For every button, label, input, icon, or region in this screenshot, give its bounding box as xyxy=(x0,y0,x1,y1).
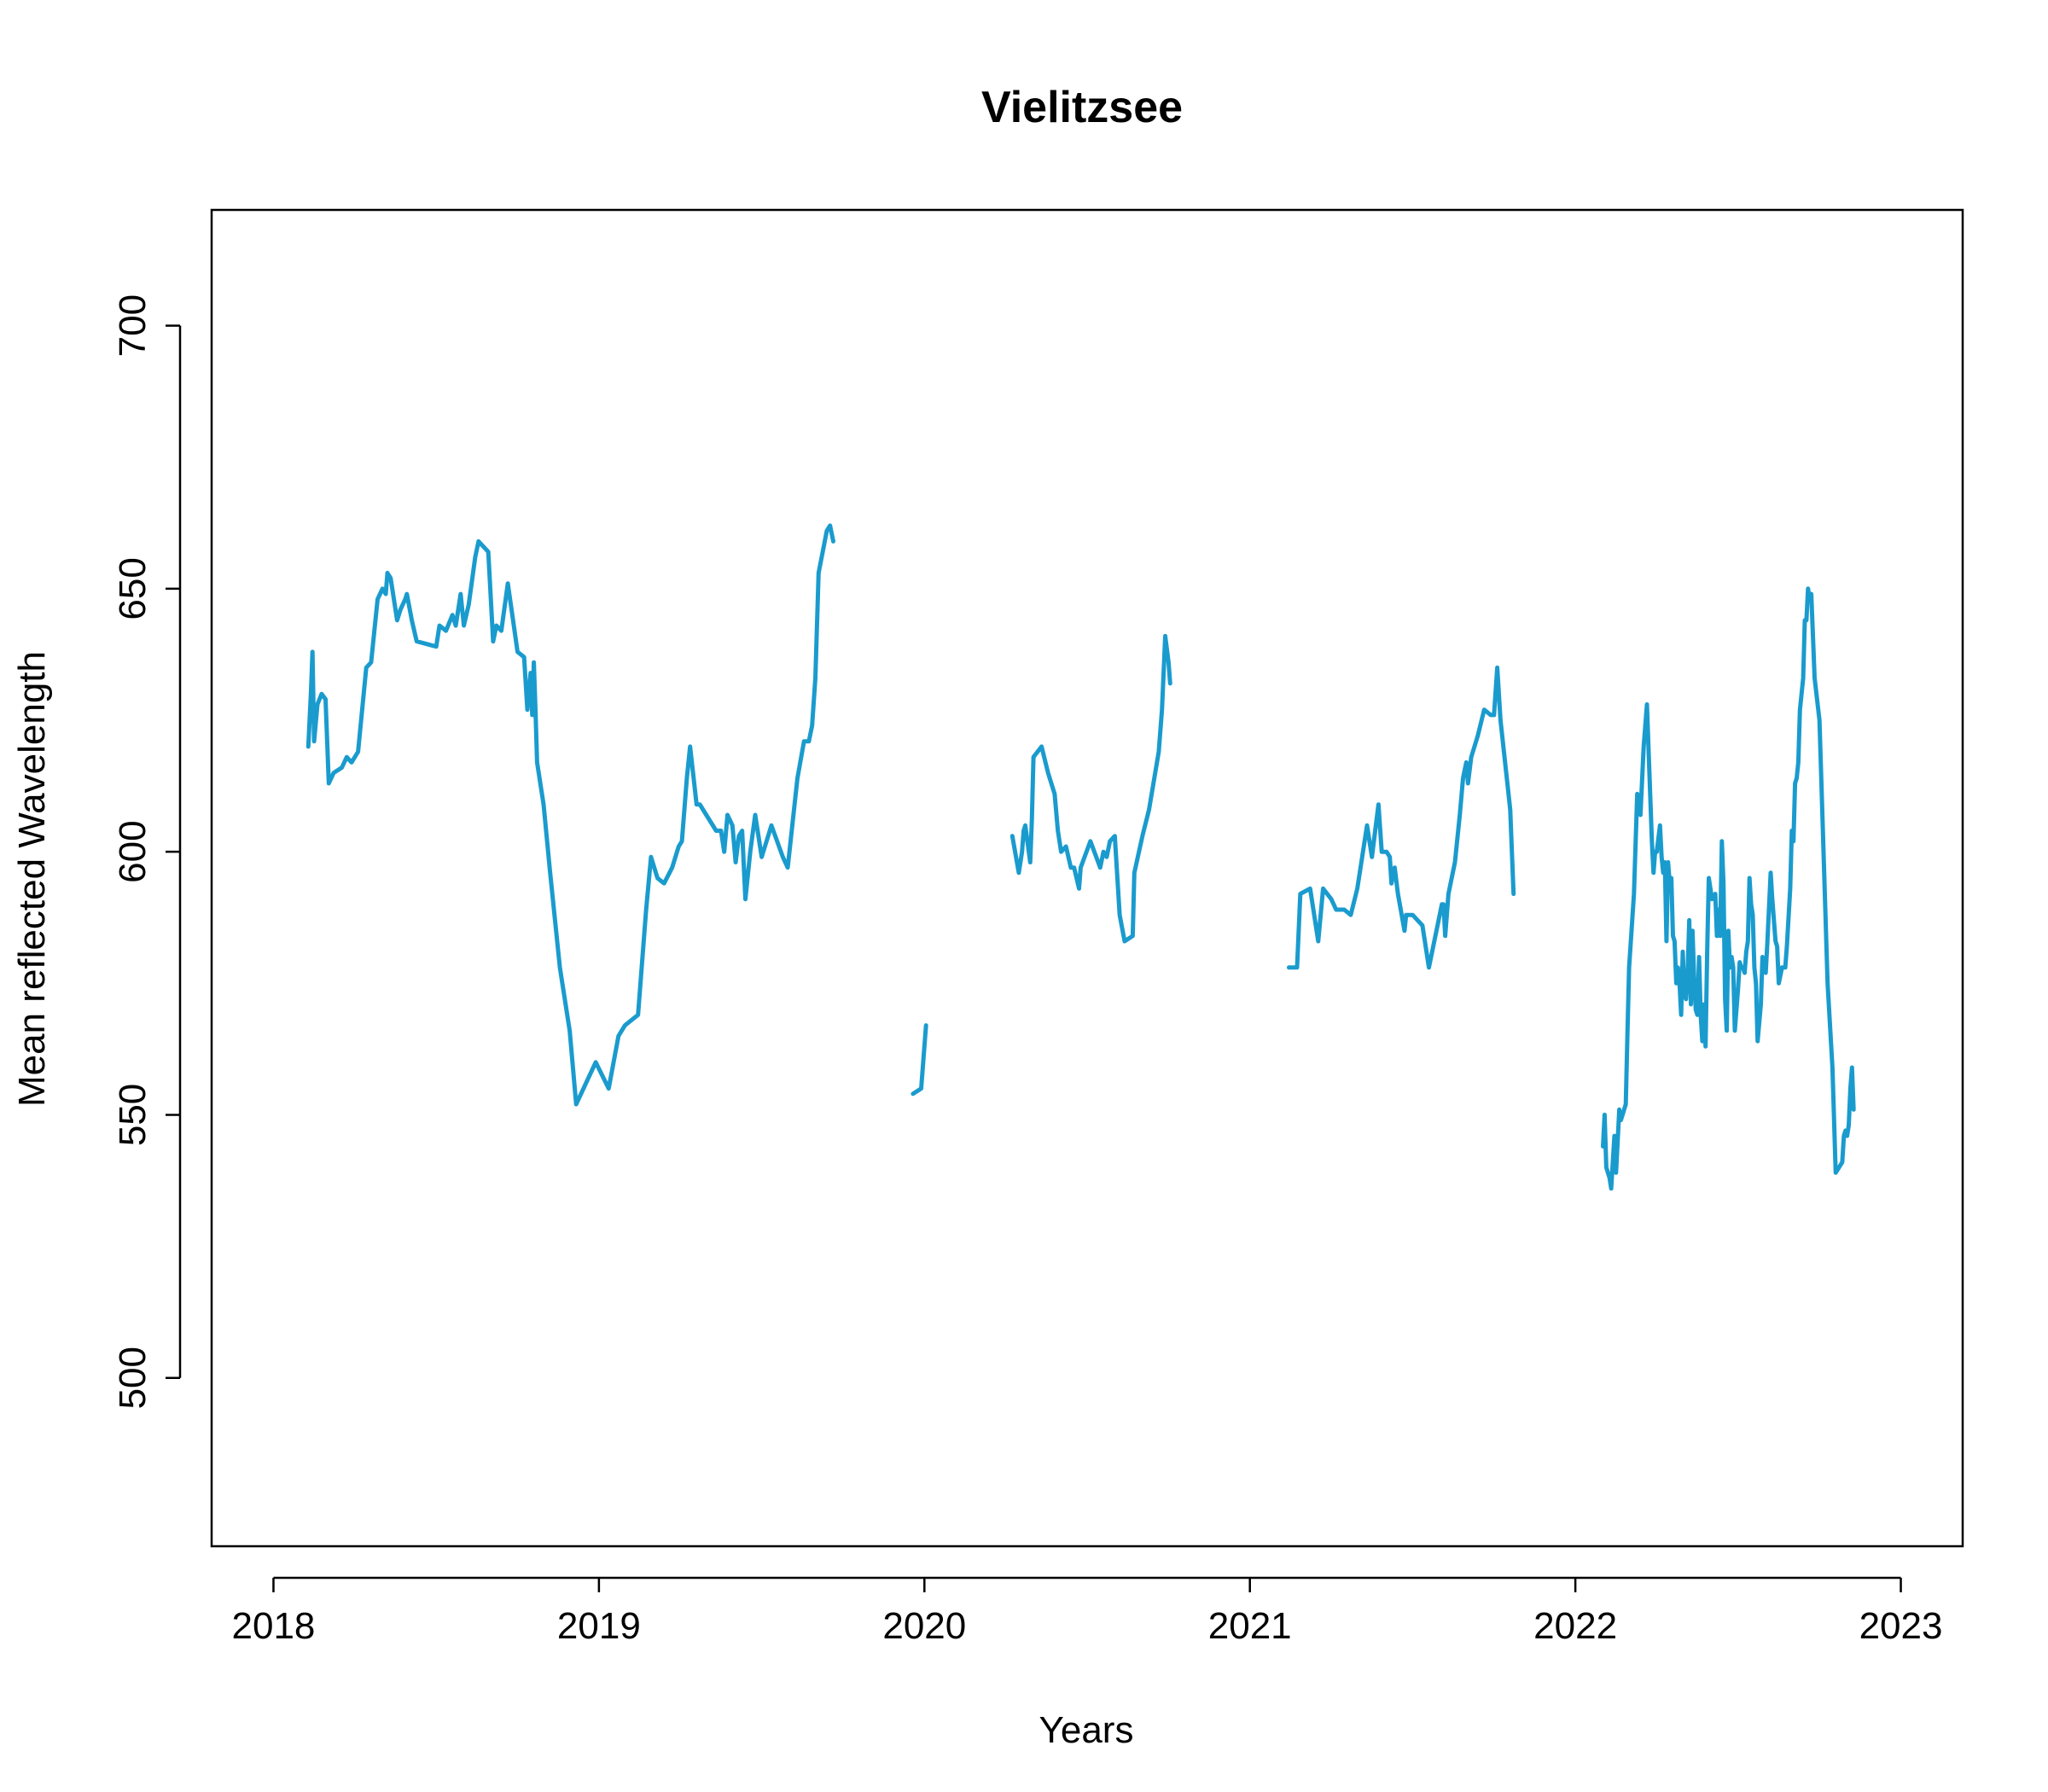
series-line-segment-5 xyxy=(1601,586,1856,1191)
x-tick-label-2020: 2020 xyxy=(882,1605,966,1647)
x-tick-label-2019: 2019 xyxy=(557,1605,641,1647)
y-axis: 500 550 600 650 700 xyxy=(112,294,182,1409)
series-line-segment-4 xyxy=(1287,665,1516,970)
series-group xyxy=(305,523,1856,1191)
y-tick-label-500: 500 xyxy=(112,1347,154,1409)
x-tick-label-2021: 2021 xyxy=(1208,1605,1292,1647)
series-line-segment-3 xyxy=(1009,633,1172,944)
y-axis-label: Mean reflected Wavelength xyxy=(11,651,53,1107)
y-tick-label-550: 550 xyxy=(112,1084,154,1146)
y-tick-label-650: 650 xyxy=(112,557,154,620)
x-axis: 2018 2019 2020 2021 2022 2023 xyxy=(232,1576,1943,1647)
x-tick-label-2022: 2022 xyxy=(1533,1605,1617,1647)
x-tick-label-2023: 2023 xyxy=(1859,1605,1943,1647)
plot-frame xyxy=(210,208,1964,1548)
chart-title: Vielitzsee xyxy=(981,83,1183,132)
series-line-segment-1 xyxy=(305,523,835,1107)
y-tick-label-700: 700 xyxy=(112,294,154,357)
series-line-segment-2 xyxy=(911,1023,928,1097)
x-axis-label: Years xyxy=(1039,1709,1134,1751)
x-tick-label-2018: 2018 xyxy=(232,1605,316,1647)
y-tick-label-600: 600 xyxy=(112,820,154,882)
